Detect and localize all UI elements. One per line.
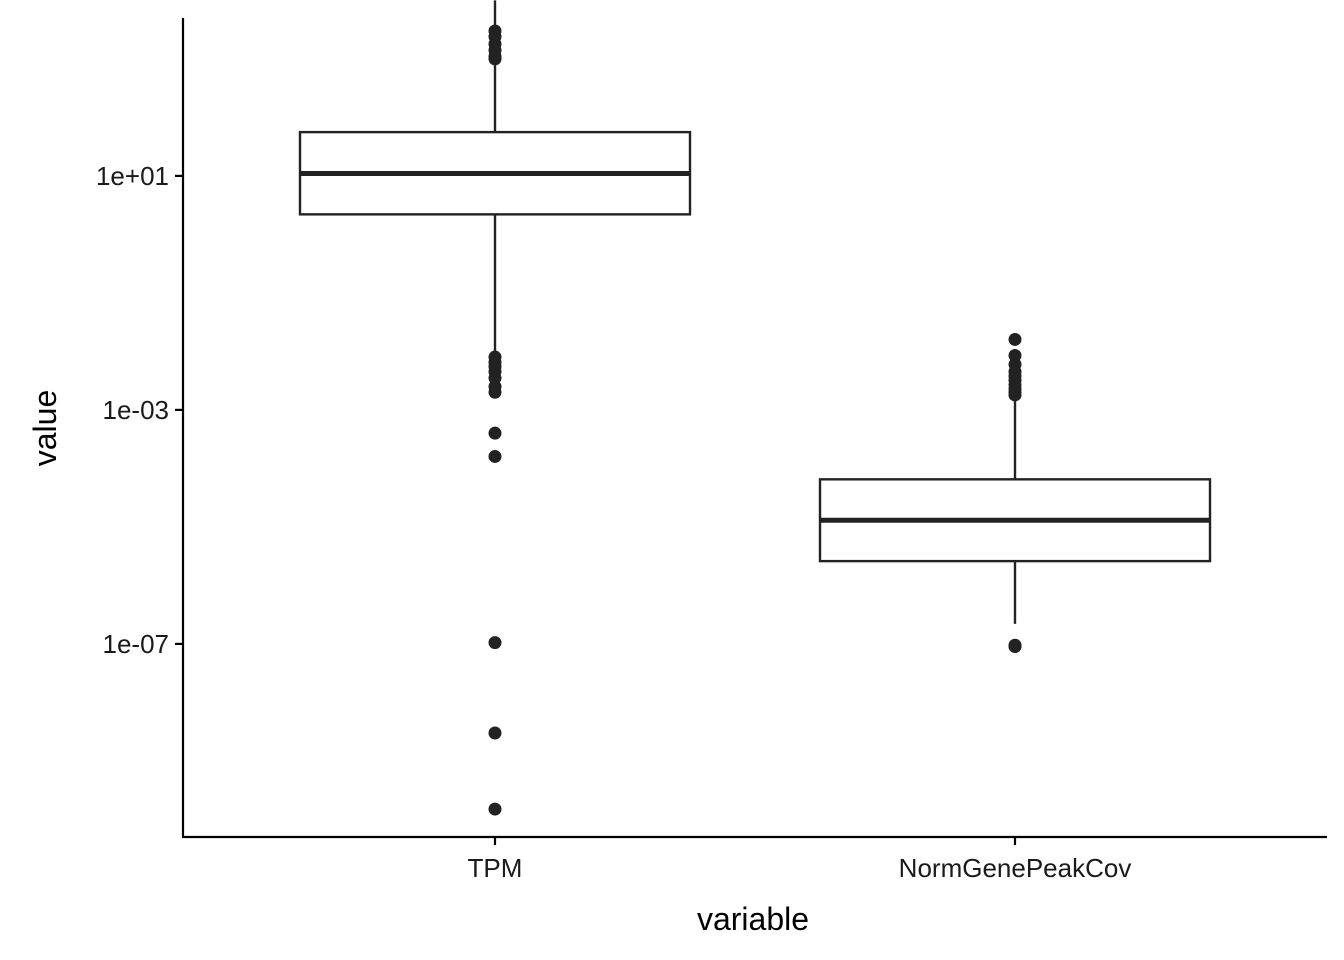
outlier-point <box>488 726 502 740</box>
box-group-normgenepeakcov <box>818 332 1212 654</box>
axes <box>181 18 1327 839</box>
outlier-point <box>488 636 502 650</box>
y-axis-title: value <box>27 390 63 467</box>
box-group-tpm <box>298 0 692 816</box>
x-tick-label: NormGenePeakCov <box>899 853 1132 883</box>
outlier-point <box>488 802 502 816</box>
outlier-point <box>488 449 502 463</box>
plot-area <box>298 0 1212 816</box>
axis-ticks: 1e+01 1e-03 1e-07 TPM NormGenePeakCov <box>96 161 1131 883</box>
outlier-point <box>1008 640 1022 654</box>
outlier-point <box>488 52 502 66</box>
y-tick-label: 1e-07 <box>103 629 170 659</box>
outlier-point <box>488 426 502 440</box>
y-tick-label: 1e+01 <box>96 161 169 191</box>
x-axis-title: variable <box>697 901 809 937</box>
outlier-point <box>1008 388 1022 402</box>
y-tick-label: 1e-03 <box>103 395 170 425</box>
outlier-point <box>488 385 502 399</box>
x-tick-label: TPM <box>468 853 523 883</box>
outlier-point <box>1008 332 1022 346</box>
